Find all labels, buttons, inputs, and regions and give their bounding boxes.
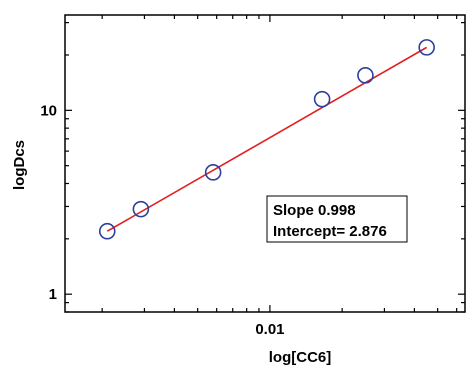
data-points xyxy=(98,39,435,240)
x-axis-title: log[CC6] xyxy=(269,349,332,366)
y-tick-label: 1 xyxy=(49,286,57,303)
tick-labels: 0.01 1 10 xyxy=(40,102,284,338)
data-point xyxy=(418,39,435,56)
data-point xyxy=(98,222,116,240)
data-point xyxy=(313,90,331,108)
stats-annotation: Slope 0.998 Intercept= 2.876 xyxy=(266,195,408,243)
annotation-intercept: Intercept= 2.876 xyxy=(273,223,387,240)
plot-frame xyxy=(64,14,466,313)
y-axis-title: logDcs xyxy=(11,140,28,190)
data-point xyxy=(132,200,150,218)
fit-line-group xyxy=(106,46,428,232)
fit-line xyxy=(106,46,428,232)
data-point xyxy=(204,164,222,181)
x-tick-label: 0.01 xyxy=(255,321,284,338)
annotation-box xyxy=(266,195,408,243)
data-point xyxy=(357,67,374,84)
annotation-slope: Slope 0.998 xyxy=(273,202,356,219)
y-tick-label: 10 xyxy=(40,102,57,119)
axis-ticks xyxy=(65,15,465,313)
